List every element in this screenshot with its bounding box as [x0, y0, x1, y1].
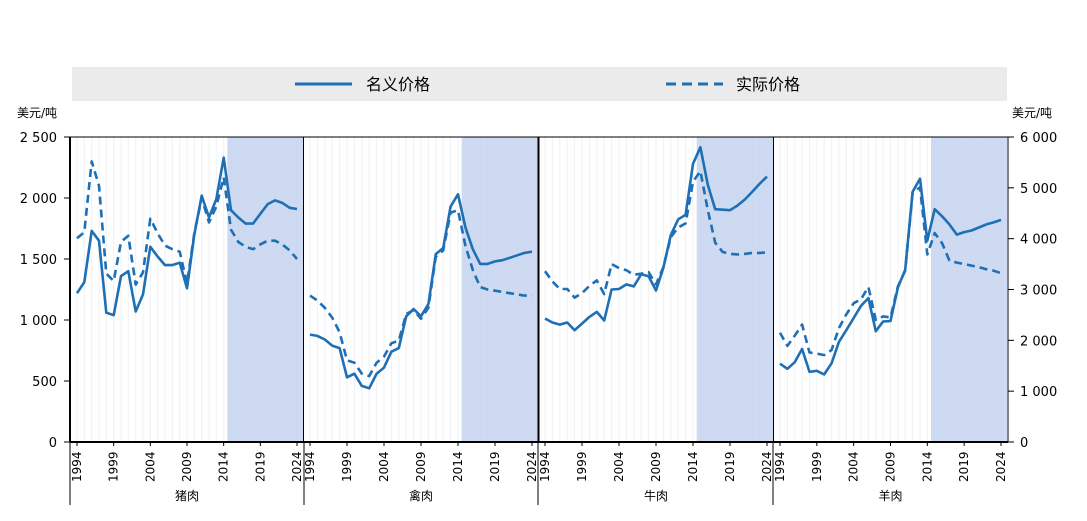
left-y-tick-label: 2 500: [20, 131, 57, 146]
legend-nominal-label: 名义价格: [366, 75, 430, 94]
x-tick-label: 2019: [488, 451, 502, 482]
axes: 1994 1999 2004 2009 2014 2019 2024 猪肉 1994 1999 20…: [20, 131, 1057, 505]
left-y-tick-label: 2 000: [20, 192, 57, 207]
right-y-tick-label: 1 000: [1020, 385, 1057, 400]
x-tick-label: 2004: [377, 451, 391, 482]
series-line-nominal: [779, 177, 1002, 376]
right-y-tick-label: 0: [1020, 436, 1028, 451]
x-tick-label: 2009: [649, 451, 663, 482]
left-y-tick-label: 1 500: [20, 253, 57, 268]
x-tick-label: 2004: [847, 451, 861, 482]
series-line-nominal: [544, 145, 768, 332]
projection-shading: [931, 137, 1007, 442]
series-line-nominal: [75, 156, 298, 317]
series-line-real: [309, 208, 532, 378]
x-tick-label: 2004: [612, 451, 626, 482]
x-tick-label: 2024: [290, 451, 304, 482]
right-y-tick-label: 2 000: [1020, 334, 1057, 349]
x-tick-label: 2019: [957, 451, 971, 482]
x-tick-label: 2009: [414, 451, 428, 482]
legend: 名义价格 实际价格: [72, 67, 1007, 101]
series-line-nominal: [309, 193, 533, 390]
x-tick-label: 1994: [538, 451, 552, 482]
series-line-real: [76, 160, 298, 286]
legend-background: [72, 67, 1007, 101]
x-tick-label: 1999: [575, 451, 589, 482]
x-tick-label: 1994: [70, 451, 84, 482]
panel-2: [309, 137, 538, 442]
panel-label: 羊肉: [878, 488, 902, 503]
x-tick-label: 2009: [884, 451, 898, 482]
x-tick-label: 2024: [994, 451, 1008, 482]
x-tick-label: 1999: [810, 451, 824, 482]
legend-real-label: 实际价格: [736, 75, 800, 94]
x-tick-label: 2014: [217, 451, 231, 482]
panel-1: [75, 137, 303, 442]
x-tick-label: 2009: [180, 451, 194, 482]
x-tick-label: 2019: [253, 451, 267, 482]
x-tick-label: 1994: [773, 451, 787, 482]
x-tick-label: 1994: [303, 451, 317, 482]
right-y-tick-label: 3 000: [1020, 284, 1057, 299]
x-tick-label: 2014: [686, 451, 700, 482]
right-axis-unit: 美元/吨: [1012, 106, 1052, 120]
x-tick-label: 2024: [525, 451, 539, 482]
projection-shading: [227, 137, 303, 442]
left-y-tick-label: 0: [49, 436, 57, 451]
panel-4: [778, 137, 1007, 442]
x-tick-label: 2014: [920, 451, 934, 482]
left-y-tick-label: 500: [32, 375, 57, 390]
x-tick-label: 2014: [451, 451, 465, 482]
left-axis-unit: 美元/吨: [17, 106, 57, 120]
right-y-tick-label: 5 000: [1020, 182, 1057, 197]
right-y-tick-label: 4 000: [1020, 233, 1057, 248]
x-tick-label: 2024: [760, 451, 774, 482]
panel-label: 猪肉: [175, 489, 199, 503]
panel-label: 牛肉: [644, 488, 668, 503]
right-y-tick-label: 6 000: [1020, 131, 1057, 146]
x-tick-label: 1999: [107, 451, 121, 482]
projection-shading: [461, 137, 538, 442]
panel-3: [543, 137, 773, 442]
panel-label: 禽肉: [409, 488, 433, 503]
series-line-real: [543, 169, 768, 299]
chart-panels: [75, 137, 1007, 442]
x-tick-label: 2004: [143, 451, 157, 482]
x-tick-label: 2019: [723, 451, 737, 482]
left-y-tick-label: 1 000: [20, 314, 57, 329]
x-tick-label: 1999: [340, 451, 354, 482]
